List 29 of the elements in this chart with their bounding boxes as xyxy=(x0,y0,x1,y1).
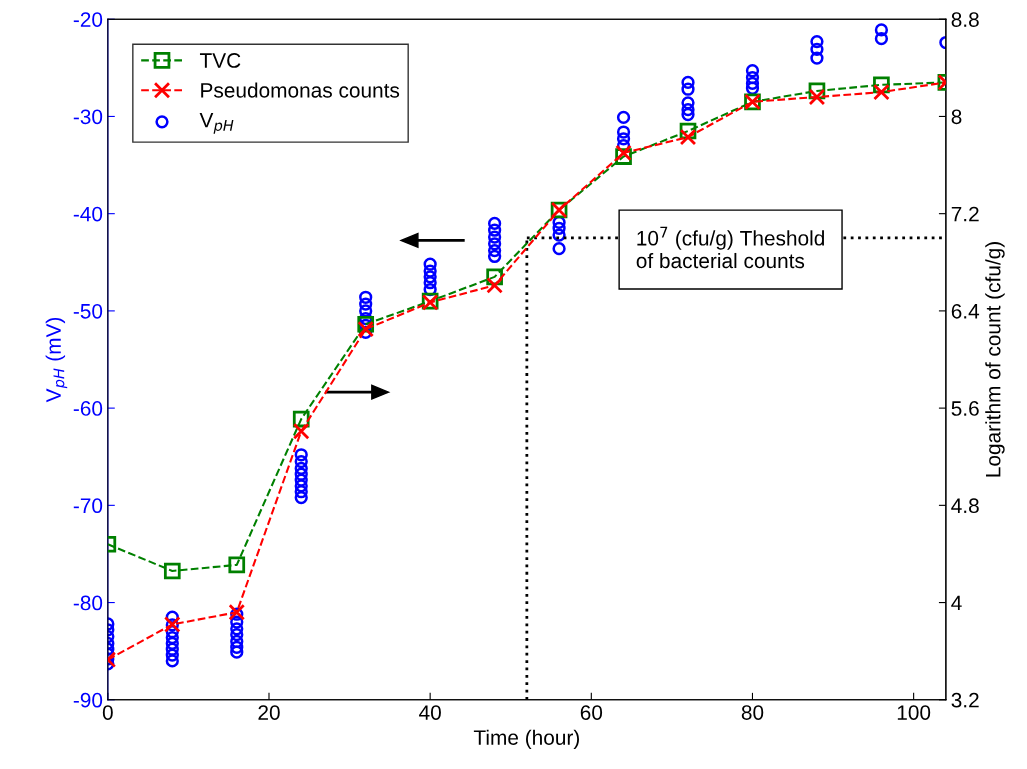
legend-label: TVC xyxy=(199,53,241,68)
y-tick-label: -70 xyxy=(73,498,103,514)
y-axis-title: V$_{pH}$ (mV) xyxy=(45,317,68,403)
y2-tick-label: 3.2 xyxy=(951,692,979,708)
y-tick-label: -20 xyxy=(73,12,103,27)
x-tick-label: 0 xyxy=(102,705,113,720)
y2-tick-label: 6.4 xyxy=(951,303,980,319)
y2-tick-label: 4.8 xyxy=(951,498,979,514)
x-tick-label: 40 xyxy=(419,705,441,720)
y2-tick-label: 8.8 xyxy=(951,12,979,27)
y-tick-label: -50 xyxy=(73,303,103,319)
y2-axis-title: Logarithm of count (cfu/g) xyxy=(985,242,1005,477)
x-tick-label: 20 xyxy=(258,705,280,720)
x-axis-title: Time (hour) xyxy=(473,729,579,750)
x-tick-label: 80 xyxy=(741,705,764,720)
y2-tick-label: 4 xyxy=(951,595,962,611)
legend-label: Pseudomonas counts xyxy=(201,82,400,98)
y2-tick-label: 7.2 xyxy=(951,206,979,222)
annotation: 10$^{7}$ (cfu/g) Theshold of bacterial counts xyxy=(636,226,824,269)
y2-tick-label: 5.6 xyxy=(951,401,979,416)
x-tick-label: 60 xyxy=(580,705,603,720)
y-tick-label: -30 xyxy=(73,109,103,125)
y-tick-label: -90 xyxy=(73,692,103,708)
y-tick-label: -80 xyxy=(73,595,103,611)
y2-tick-label: 8 xyxy=(951,109,962,125)
x-tick-label: 100 xyxy=(897,705,931,720)
legend-label: V$_{pH}$ xyxy=(199,112,234,134)
y-tick-label: -60 xyxy=(73,401,103,416)
y-tick-label: -40 xyxy=(73,206,103,222)
